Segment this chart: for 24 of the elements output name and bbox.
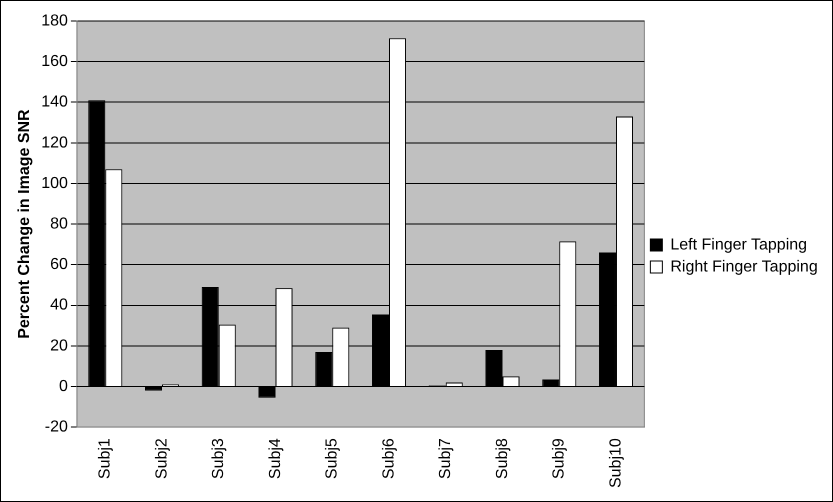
y-tick-label: 160 xyxy=(41,53,68,70)
x-tick-label: Subj6 xyxy=(380,438,398,480)
y-axis-title: Percent Change in Image SNR xyxy=(16,108,34,339)
y-tick-label: 100 xyxy=(41,174,68,192)
y-tick-label: 20 xyxy=(50,337,68,354)
y-tick-label: 180 xyxy=(41,12,68,30)
y-tick-label: 40 xyxy=(50,296,68,314)
y-tick-label: 120 xyxy=(41,134,68,152)
y-tick-label: 80 xyxy=(50,215,68,232)
y-tick-label: -20 xyxy=(44,418,68,436)
legend-label: Right Finger Tapping xyxy=(670,258,818,276)
x-tick-label: Subj5 xyxy=(324,438,341,480)
x-tick-label: Subj4 xyxy=(266,438,284,480)
x-tick-label: Subj7 xyxy=(437,438,454,480)
x-tick-label: Subj10 xyxy=(607,438,624,488)
y-tick-label: 0 xyxy=(58,378,68,395)
x-tick-label: Subj3 xyxy=(210,438,228,480)
x-tick-label: Subj8 xyxy=(494,438,511,480)
y-tick-label: 60 xyxy=(50,256,68,274)
x-tick-label: Subj9 xyxy=(550,438,568,480)
legend-label: Left Finger Tapping xyxy=(670,236,808,254)
x-tick-label: Subj1 xyxy=(96,438,114,480)
x-tick-label: Subj2 xyxy=(153,438,170,480)
y-tick-label: 140 xyxy=(41,94,68,111)
